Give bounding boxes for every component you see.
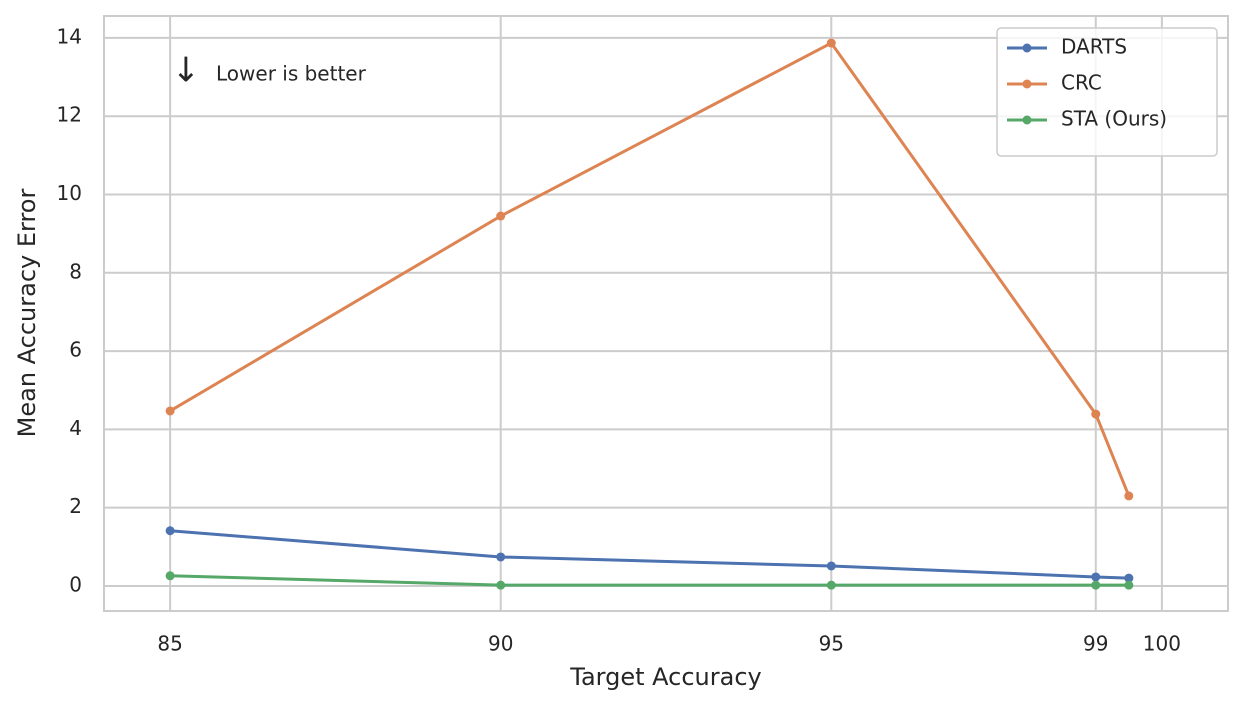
point — [496, 211, 506, 221]
y-tick-label: 10 — [57, 181, 82, 205]
annotation-arrow: ↓ — [172, 51, 201, 91]
y-tick-label: 14 — [57, 24, 82, 48]
series-line — [169, 529, 1129, 580]
y-tick-label: 12 — [57, 103, 82, 127]
point — [1124, 580, 1134, 590]
legend-marker — [1022, 115, 1032, 125]
x-tick-label: 99 — [1083, 632, 1108, 656]
x-tick-label: 90 — [488, 632, 513, 656]
point — [165, 406, 175, 416]
y-tick-label: 2 — [69, 494, 82, 518]
point — [826, 580, 836, 590]
point — [496, 552, 506, 562]
y-tick-label: 0 — [69, 572, 82, 596]
point — [496, 580, 506, 590]
point — [1091, 580, 1101, 590]
legend-marker — [1022, 43, 1032, 53]
y-tick-label: 4 — [69, 416, 82, 440]
point — [1124, 491, 1134, 501]
x-axis-label: Target Accuracy — [569, 663, 761, 691]
point — [165, 571, 175, 581]
legend-marker — [1022, 79, 1032, 89]
point — [1124, 573, 1134, 583]
x-tick-label: 100 — [1143, 632, 1181, 656]
plot-frame — [103, 15, 1229, 612]
series-line — [170, 574, 1129, 587]
y-axis-label: Mean Accuracy Error — [13, 189, 41, 438]
point — [826, 38, 836, 48]
y-tick-label: 8 — [69, 259, 82, 283]
legend-label: STA (Ours) — [1061, 107, 1167, 131]
y-tick-label: 6 — [69, 338, 82, 362]
legend-label: DARTS — [1061, 35, 1127, 59]
series-line — [169, 41, 1131, 497]
point — [1091, 409, 1101, 419]
x-tick-label: 95 — [819, 632, 844, 656]
legend-label: CRC — [1061, 71, 1102, 95]
legend-box — [996, 27, 1218, 157]
annotation: Lower is better — [216, 62, 367, 86]
point — [1091, 572, 1101, 582]
point — [165, 526, 175, 536]
x-tick-label: 85 — [157, 632, 182, 656]
point — [826, 561, 836, 571]
